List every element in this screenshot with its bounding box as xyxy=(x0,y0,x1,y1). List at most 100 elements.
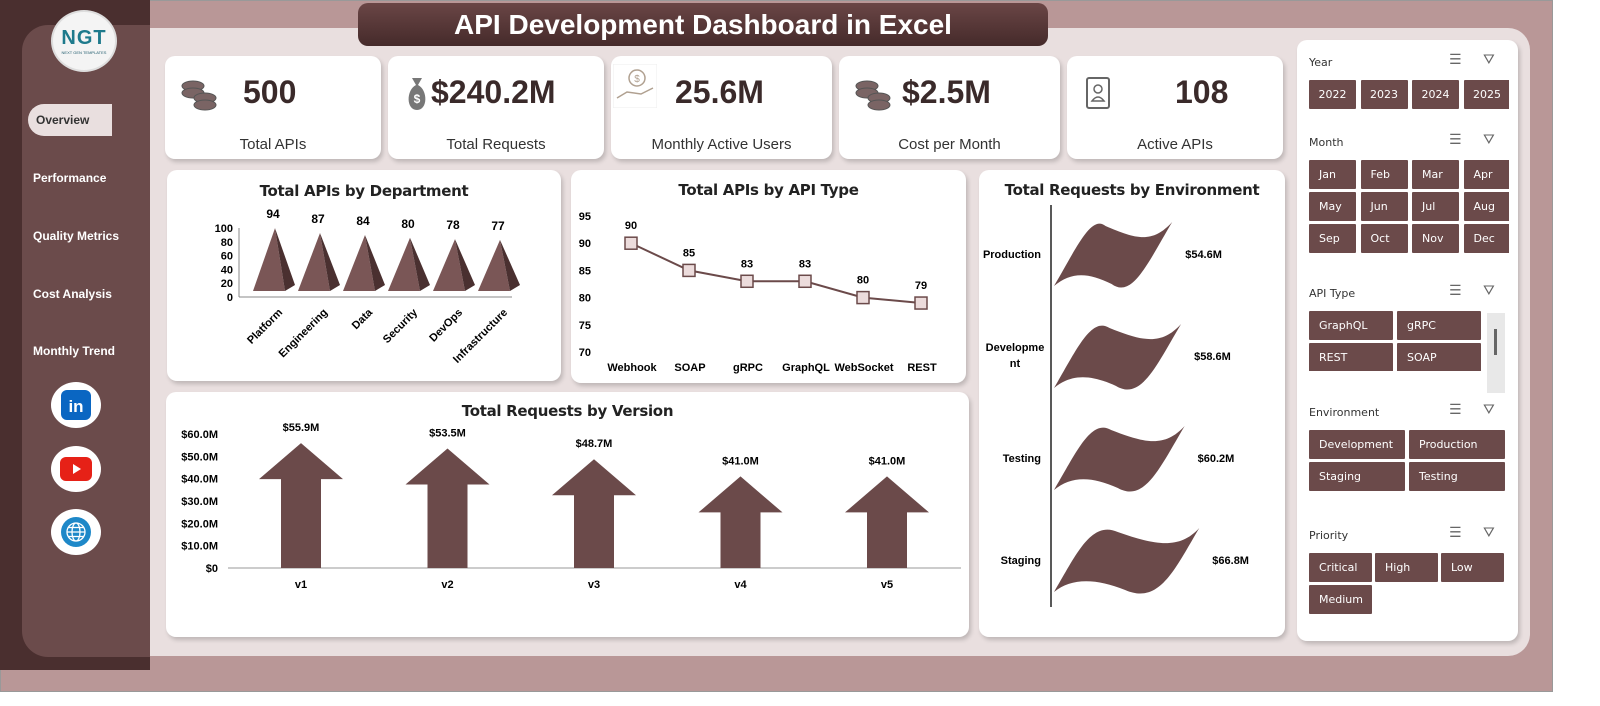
slicer-option-development[interactable]: Development xyxy=(1309,430,1405,459)
data-point xyxy=(798,274,812,289)
slicer-option-critical[interactable]: Critical xyxy=(1309,553,1372,582)
pyramid-bar xyxy=(298,232,330,291)
sidebar-item-monthly-trend[interactable]: Monthly Trend xyxy=(28,335,148,367)
clear-filter-icon[interactable]: ⛛ xyxy=(1483,132,1495,148)
logo-text: NGT xyxy=(61,27,107,49)
scrollbar-thumb[interactable] xyxy=(1494,329,1497,355)
slicer-option-testing[interactable]: Testing xyxy=(1409,462,1505,491)
chart-apis-by-department: Total APIs by Department 0 20 40 60 80 100 94 P… xyxy=(167,170,561,381)
pyramid-bar xyxy=(388,237,420,291)
pyramid-bar-side xyxy=(410,237,430,291)
linkedin-button[interactable]: in xyxy=(51,382,101,428)
slicer-option-2023[interactable]: 2023 xyxy=(1360,80,1408,109)
y-tick-label: 75 xyxy=(579,320,591,332)
kpi-value: $2.5M xyxy=(902,74,991,110)
money-bag-icon: $ xyxy=(404,76,448,125)
data-label: 94 xyxy=(266,207,280,221)
sidebar-item-label: Quality Metrics xyxy=(33,229,120,243)
website-button[interactable] xyxy=(51,509,101,555)
kpi-value: 500 xyxy=(243,74,297,110)
chart-title: Total Requests by Version xyxy=(461,402,674,420)
sidebar-item-quality-metrics[interactable]: Quality Metrics xyxy=(28,220,148,252)
x-tick-label: v2 xyxy=(441,579,453,591)
slicer-option-high[interactable]: High xyxy=(1375,553,1438,582)
chart-requests-by-version: Total Requests by Version $0 $10.0M $20.0M… xyxy=(166,392,969,637)
svg-text:in: in xyxy=(68,397,83,416)
clear-filter-icon[interactable]: ⛛ xyxy=(1483,283,1495,299)
pyramid-bar xyxy=(343,235,375,291)
x-tick-label: DevOps xyxy=(427,307,465,345)
sidebar-item-overview[interactable]: Overview xyxy=(28,104,112,136)
slicer-option-apr[interactable]: Apr xyxy=(1463,160,1509,189)
sidebar-item-label: Cost Analysis xyxy=(33,287,112,301)
multi-select-icon[interactable]: ☰ xyxy=(1449,402,1462,418)
slicer-option-jul[interactable]: Jul xyxy=(1412,192,1459,221)
slicer-option-medium[interactable]: Medium xyxy=(1309,585,1372,614)
clear-filter-icon[interactable]: ⛛ xyxy=(1483,525,1495,541)
slicer-option-2024[interactable]: 2024 xyxy=(1412,80,1459,109)
y-tick-label: $60.0M xyxy=(181,429,218,441)
sidebar-item-cost-analysis[interactable]: Cost Analysis xyxy=(28,278,148,310)
slicer-option-jan[interactable]: Jan xyxy=(1309,160,1356,189)
y-tick-label: Developme xyxy=(986,342,1045,354)
y-tick-label: 60 xyxy=(221,251,233,263)
slicer-option-nov[interactable]: Nov xyxy=(1412,224,1459,253)
pyramid-bar-side xyxy=(275,228,295,291)
slicer-title: Environment xyxy=(1309,406,1380,419)
sidebar-item-performance[interactable]: Performance xyxy=(28,162,148,194)
multi-select-icon[interactable]: ☰ xyxy=(1449,132,1462,148)
arrow-bar xyxy=(845,476,929,568)
slicer-option-mar[interactable]: Mar xyxy=(1412,160,1459,189)
pyramid-bar xyxy=(433,239,465,291)
data-point xyxy=(624,236,638,250)
multi-select-icon[interactable]: ☰ xyxy=(1449,525,1462,541)
slicer-option-low[interactable]: Low xyxy=(1441,553,1504,582)
kpi-value: $240.2M xyxy=(431,74,556,110)
flag-bar xyxy=(1054,426,1185,492)
slicer-option-feb[interactable]: Feb xyxy=(1360,160,1408,189)
pyramid-bar xyxy=(478,239,510,291)
slicer-option-grpc[interactable]: gRPC xyxy=(1397,311,1481,340)
y-tick-label-cont: nt xyxy=(1010,358,1021,370)
multi-select-icon[interactable]: ☰ xyxy=(1449,52,1462,68)
slicer-option-jun[interactable]: Jun xyxy=(1360,192,1408,221)
slicer-option-production[interactable]: Production xyxy=(1409,430,1505,459)
slicer-option-rest[interactable]: REST xyxy=(1309,343,1393,371)
slicer-option-sep[interactable]: Sep xyxy=(1309,224,1356,253)
kpi-label: Cost per Month xyxy=(898,136,1001,153)
multi-select-icon[interactable]: ☰ xyxy=(1449,283,1462,299)
y-tick-label: 0 xyxy=(227,292,233,304)
slicer-option-graphql[interactable]: GraphQL xyxy=(1309,311,1393,340)
slicer-option-oct[interactable]: Oct xyxy=(1360,224,1408,253)
slicer-option-2022[interactable]: 2022 xyxy=(1309,80,1356,109)
clear-filter-icon[interactable]: ⛛ xyxy=(1483,402,1495,418)
slicer-options: GraphQLgRPCRESTSOAPWebhookWebSocket xyxy=(1309,311,1509,371)
y-tick-label: $10.0M xyxy=(181,541,218,553)
slicer-option-2025[interactable]: 2025 xyxy=(1463,80,1509,109)
y-tick-label: Production xyxy=(983,249,1041,261)
slicer-option-aug[interactable]: Aug xyxy=(1463,192,1509,221)
slicer-option-may[interactable]: May xyxy=(1309,192,1356,221)
slicer-scrollbar[interactable] xyxy=(1487,313,1505,393)
data-point xyxy=(914,296,928,310)
x-tick-label: Platform xyxy=(245,306,285,346)
youtube-icon xyxy=(60,457,92,481)
x-tick-label: REST xyxy=(907,362,937,374)
clear-filter-icon[interactable]: ⛛ xyxy=(1483,52,1495,68)
data-label: 77 xyxy=(491,219,505,233)
chart-apis-by-type: Total APIs by API Type 70 75 80 85 90 95 90 Web… xyxy=(571,170,966,383)
kpi-value: 25.6M xyxy=(675,74,764,110)
data-label: $60.2M xyxy=(1198,453,1235,465)
id-badge-icon xyxy=(1083,76,1127,125)
x-tick-label: v5 xyxy=(881,579,893,591)
slicer-option-soap[interactable]: SOAP xyxy=(1397,343,1481,371)
pyramid-bar-side xyxy=(500,239,520,291)
x-tick-label: v1 xyxy=(295,579,307,591)
youtube-button[interactable] xyxy=(51,446,101,492)
filter-panel: Year ☰ ⛛ 2022 2023 2024 2025 Month ☰ ⛛ Jan Feb Mar Ap… xyxy=(1297,40,1518,641)
logo-tagline: NEXT GEN TEMPLATES xyxy=(61,50,107,55)
slicer-option-staging[interactable]: Staging xyxy=(1309,462,1405,491)
slicer-option-dec[interactable]: Dec xyxy=(1463,224,1509,253)
data-label: 87 xyxy=(311,212,325,226)
x-tick-label: Engineering xyxy=(277,307,330,360)
